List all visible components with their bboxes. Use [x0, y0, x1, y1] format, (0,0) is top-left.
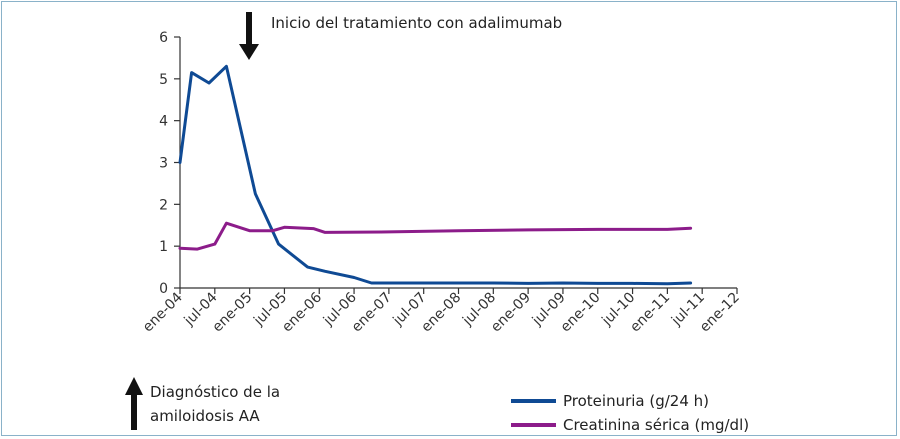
y-axis-ticks: 0 1 2 3 4 5 6 — [159, 30, 180, 297]
series-line-proteinuria — [178, 64, 693, 286]
axes — [179, 37, 737, 289]
y-tick-label: 5 — [159, 72, 168, 88]
treatment-arrow-shape — [239, 12, 259, 60]
diagnosis-arrow-shape — [125, 377, 143, 430]
series-line-creatinina — [178, 221, 693, 251]
y-tick-label: 4 — [159, 114, 168, 130]
legend: Proteinuria (g/24 h) Creatinina sérica (… — [511, 392, 749, 434]
diagnosis-arrow — [125, 377, 143, 430]
x-tick-label: ene-12 — [697, 290, 743, 336]
y-tick-label: 2 — [159, 197, 168, 213]
series-lines — [178, 64, 693, 286]
x-tick-label: ene-06 — [279, 289, 325, 335]
x-tick-label: ene-11 — [627, 290, 673, 336]
x-tick-label: ene-10 — [558, 290, 604, 336]
x-axis-ticks: ene-04jul-04ene-05jul-05ene-06jul-06ene-… — [140, 288, 743, 335]
y-tick-label: 6 — [159, 30, 168, 46]
x-tick-label: ene-05 — [210, 290, 256, 336]
x-tick-label: ene-09 — [488, 290, 534, 336]
x-tick-label: ene-07 — [349, 290, 395, 336]
y-tick-label: 0 — [159, 281, 168, 297]
legend-label-proteinuria: Proteinuria (g/24 h) — [563, 392, 709, 410]
y-tick-label: 1 — [159, 239, 168, 255]
legend-label-creatinina: Creatinina sérica (mg/dl) — [563, 416, 749, 434]
treatment-annotation: Inicio del tratamiento con adalimumab — [271, 14, 562, 32]
x-tick-label: ene-08 — [418, 290, 464, 336]
diagnosis-annotation-line1: Diagnóstico de la — [150, 383, 280, 401]
y-tick-label: 3 — [159, 156, 168, 172]
treatment-arrow — [239, 12, 259, 60]
diagnosis-annotation-line2: amiloidosis AA — [150, 407, 260, 425]
